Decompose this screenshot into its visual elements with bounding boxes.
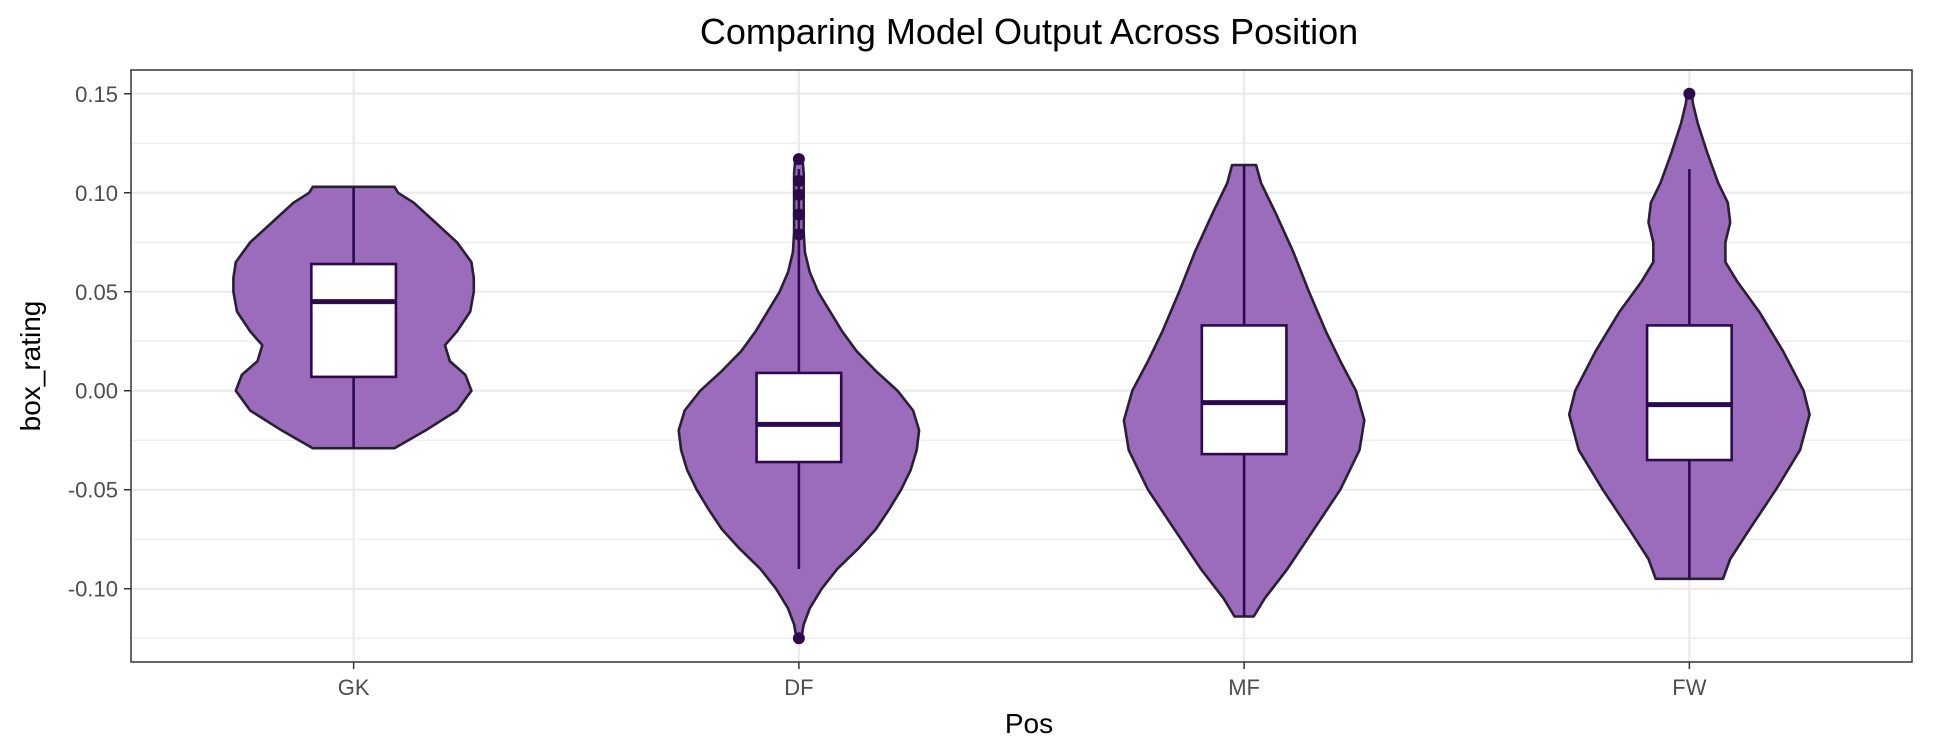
violins	[232, 87, 1811, 645]
box-mf	[1200, 324, 1288, 456]
x-axis-title: Pos	[1005, 708, 1053, 739]
outlier-point-df	[792, 208, 805, 221]
x-tick-label-mf: MF	[1228, 675, 1260, 700]
outlier-point-df	[792, 188, 805, 201]
y-tick-label: -0.05	[68, 478, 118, 503]
outlier-point-fw	[1683, 87, 1696, 100]
x-tick-label-df: DF	[784, 675, 813, 700]
panel-border	[130, 69, 1913, 663]
violin-group-fw	[1567, 87, 1811, 581]
y-tick-label: -0.10	[68, 577, 118, 602]
box-df	[755, 371, 843, 464]
y-tick-label: 0.15	[75, 82, 118, 107]
outlier-point-df	[792, 632, 805, 645]
box-gk	[310, 262, 398, 379]
y-tick-label: 0.10	[75, 181, 118, 206]
outlier-point-df	[792, 174, 805, 187]
violin-group-mf	[1122, 163, 1366, 618]
violin-group-gk	[232, 185, 476, 450]
axes: 0.15 0.10 0.05 0.00 -0.05 -0.10 GK DF MF FW	[68, 82, 1707, 700]
outlier-point-df	[792, 153, 805, 166]
x-tick-label-fw: FW	[1672, 675, 1706, 700]
y-tick-label: 0.05	[75, 280, 118, 305]
outlier-point-df	[792, 228, 805, 241]
x-tick-label-gk: GK	[338, 675, 370, 700]
y-axis-title: box_rating	[15, 301, 46, 432]
violin-group-df	[677, 153, 921, 645]
chart-title: Comparing Model Output Across Position	[700, 11, 1358, 52]
y-tick-label: 0.00	[75, 379, 118, 404]
box-fw	[1645, 324, 1733, 462]
